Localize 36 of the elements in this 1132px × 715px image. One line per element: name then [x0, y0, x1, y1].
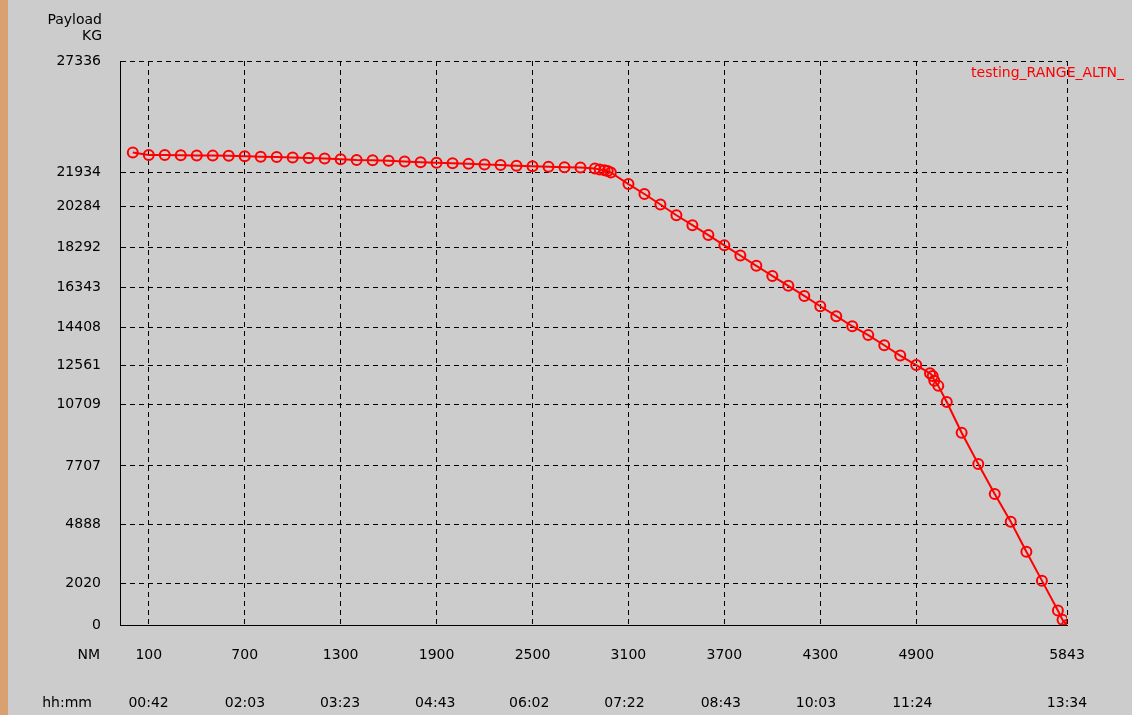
x-tick-label: 4900 [898, 646, 935, 663]
x2-tick-label: 10:03 [795, 694, 837, 711]
y-tick-label: 21934 [56, 163, 102, 180]
x-tick-label: 2500 [514, 646, 551, 663]
x2-axis-title: hh:mm [42, 693, 92, 710]
y-tick-label: 14408 [56, 318, 101, 335]
x2-tick-label: 06:02 [509, 694, 550, 711]
x2-tick-label: 11:24 [892, 694, 933, 711]
text: testing_RANGE_ALTN_ [971, 63, 1125, 80]
y-tick-label: 2020 [65, 573, 101, 590]
y-tick-label: 18292 [56, 238, 101, 255]
x-tick-label: 4300 [802, 646, 839, 663]
x2-tick-label: 04:43 [415, 694, 456, 711]
y-tick-label: 12561 [56, 356, 101, 373]
x-tick-label: 5843 [1049, 646, 1085, 663]
x2-tick-label: 13:34 [1046, 694, 1088, 711]
x-tick-label: 3700 [706, 646, 743, 663]
x-tick-label: 100 [135, 646, 163, 663]
y-tick-label: 10709 [56, 394, 101, 411]
x2-tick-label: 08:43 [700, 694, 741, 711]
y-tick-label: 4888 [65, 514, 101, 531]
x2-tick-label: 00:42 [128, 694, 169, 711]
x-tick-label: 1300 [322, 646, 359, 663]
x2-tick-label: 02:03 [224, 694, 266, 711]
y-axis-title: Payload KG [47, 10, 102, 43]
y-tick-label: 7707 [65, 456, 101, 473]
x-tick-label: 1900 [418, 646, 455, 663]
x-tick-label: 3100 [610, 646, 647, 663]
x-axis-title: NM [77, 645, 100, 662]
y-tick-label: 16343 [56, 278, 101, 295]
x-tick-label: 700 [231, 646, 259, 663]
x2-tick-label: 03:23 [319, 694, 361, 711]
x2-tick-label: 07:22 [604, 694, 645, 711]
y-tick-label: 0 [92, 615, 101, 632]
y-tick-label: 20284 [56, 197, 102, 214]
y-tick-label: 27336 [56, 51, 102, 68]
